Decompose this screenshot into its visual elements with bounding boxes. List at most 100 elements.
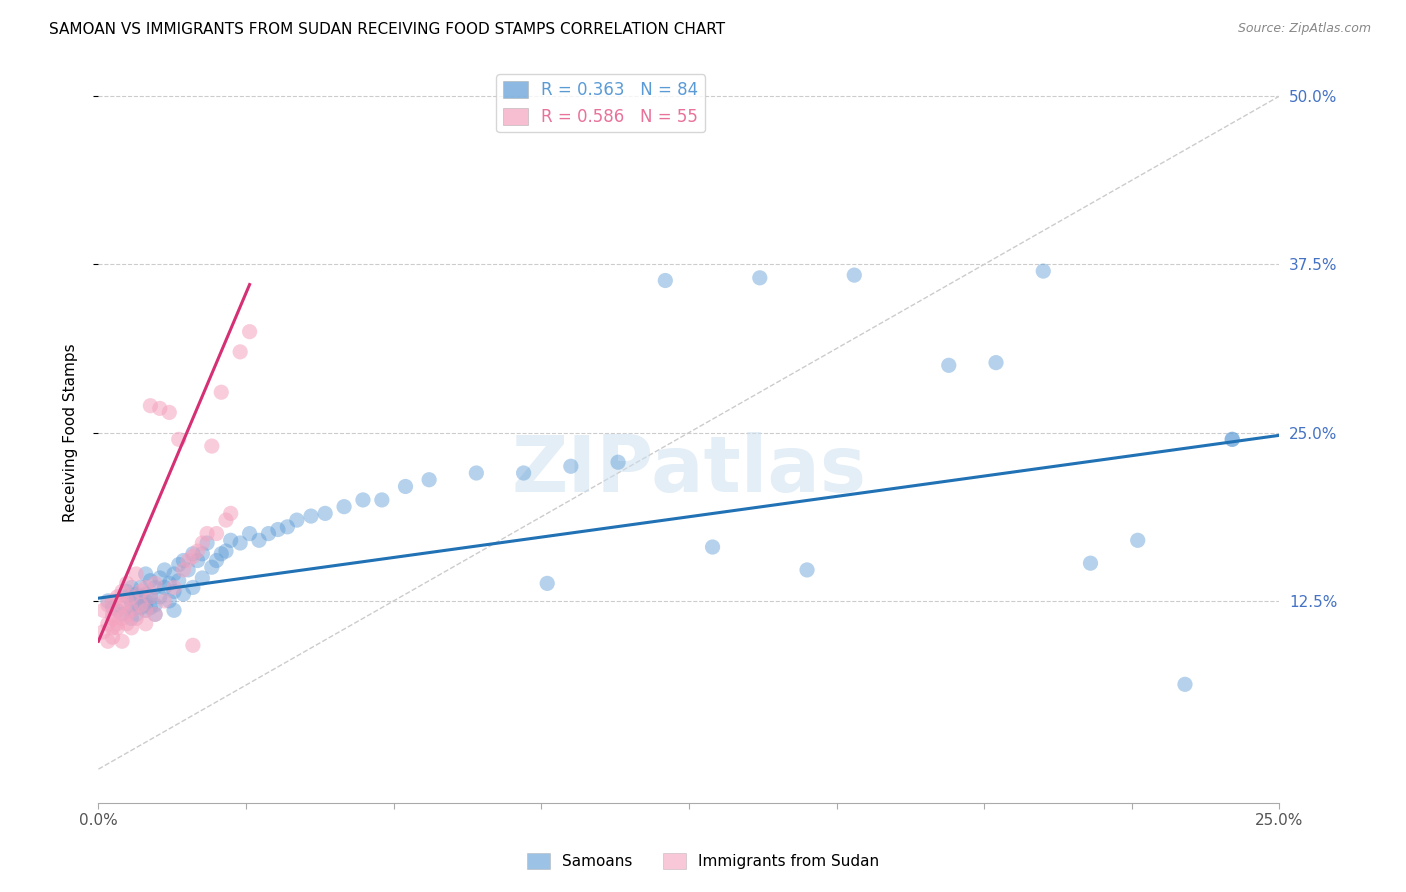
Point	[111, 607, 134, 622]
Point	[149, 590, 172, 604]
Point	[125, 594, 148, 608]
Point	[181, 581, 204, 595]
Point	[796, 563, 818, 577]
Point	[139, 590, 162, 604]
Point	[201, 439, 224, 453]
Point	[121, 603, 143, 617]
Point	[371, 492, 394, 507]
Point	[181, 549, 204, 564]
Point	[352, 492, 374, 507]
Point	[125, 566, 148, 581]
Point	[121, 621, 143, 635]
Point	[285, 513, 308, 527]
Point	[115, 576, 138, 591]
Point	[101, 630, 124, 644]
Point	[167, 574, 190, 588]
Point	[121, 581, 143, 595]
Point	[105, 603, 128, 617]
Point	[257, 526, 280, 541]
Point	[172, 563, 194, 577]
Point	[748, 270, 770, 285]
Point	[105, 621, 128, 635]
Legend: R = 0.363   N = 84, R = 0.586   N = 55: R = 0.363 N = 84, R = 0.586 N = 55	[496, 74, 706, 133]
Point	[219, 507, 242, 521]
Point	[121, 603, 143, 617]
Point	[465, 466, 488, 480]
Point	[418, 473, 440, 487]
Point	[121, 598, 143, 612]
Point	[177, 563, 200, 577]
Point	[139, 590, 162, 604]
Point	[191, 536, 214, 550]
Point	[267, 523, 290, 537]
Point	[215, 544, 238, 558]
Point	[938, 359, 960, 373]
Point	[91, 603, 114, 617]
Point	[1220, 433, 1243, 447]
Point	[163, 603, 186, 617]
Point	[163, 581, 186, 595]
Point	[129, 581, 152, 595]
Point	[97, 598, 120, 612]
Point	[984, 356, 1007, 370]
Point	[276, 520, 298, 534]
Point	[157, 405, 180, 419]
Point	[135, 581, 157, 595]
Point	[394, 479, 416, 493]
Point	[191, 571, 214, 585]
Point	[167, 558, 190, 572]
Point	[139, 574, 162, 588]
Y-axis label: Receiving Food Stamps: Receiving Food Stamps	[63, 343, 77, 522]
Point	[1126, 533, 1149, 548]
Point	[101, 607, 124, 622]
Point	[125, 611, 148, 625]
Point	[163, 584, 186, 599]
Point	[229, 536, 252, 550]
Point	[153, 581, 176, 595]
Point	[97, 616, 120, 631]
Point	[181, 547, 204, 561]
Point	[143, 598, 166, 612]
Point	[512, 466, 534, 480]
Point	[135, 598, 157, 612]
Point	[121, 611, 143, 625]
Point	[215, 513, 238, 527]
Point	[143, 607, 166, 622]
Point	[139, 399, 162, 413]
Point	[101, 621, 124, 635]
Point	[229, 344, 252, 359]
Point	[105, 616, 128, 631]
Point	[702, 540, 724, 554]
Point	[844, 268, 866, 282]
Point	[129, 584, 152, 599]
Point	[333, 500, 356, 514]
Point	[111, 598, 134, 612]
Point	[314, 507, 336, 521]
Point	[187, 553, 209, 567]
Legend: Samoans, Immigrants from Sudan: Samoans, Immigrants from Sudan	[520, 847, 886, 875]
Point	[1080, 556, 1102, 570]
Point	[135, 603, 157, 617]
Point	[115, 594, 138, 608]
Point	[299, 509, 322, 524]
Point	[143, 607, 166, 622]
Point	[135, 616, 157, 631]
Point	[654, 273, 676, 287]
Point	[129, 590, 152, 604]
Point	[111, 584, 134, 599]
Point	[135, 587, 157, 601]
Point	[125, 607, 148, 622]
Point	[247, 533, 270, 548]
Point	[177, 553, 200, 567]
Text: Source: ZipAtlas.com: Source: ZipAtlas.com	[1237, 22, 1371, 36]
Point	[115, 607, 138, 622]
Point	[195, 526, 218, 541]
Point	[101, 611, 124, 625]
Point	[97, 634, 120, 648]
Point	[172, 587, 194, 601]
Point	[135, 594, 157, 608]
Point	[111, 634, 134, 648]
Point	[239, 325, 262, 339]
Point	[129, 598, 152, 612]
Point	[115, 590, 138, 604]
